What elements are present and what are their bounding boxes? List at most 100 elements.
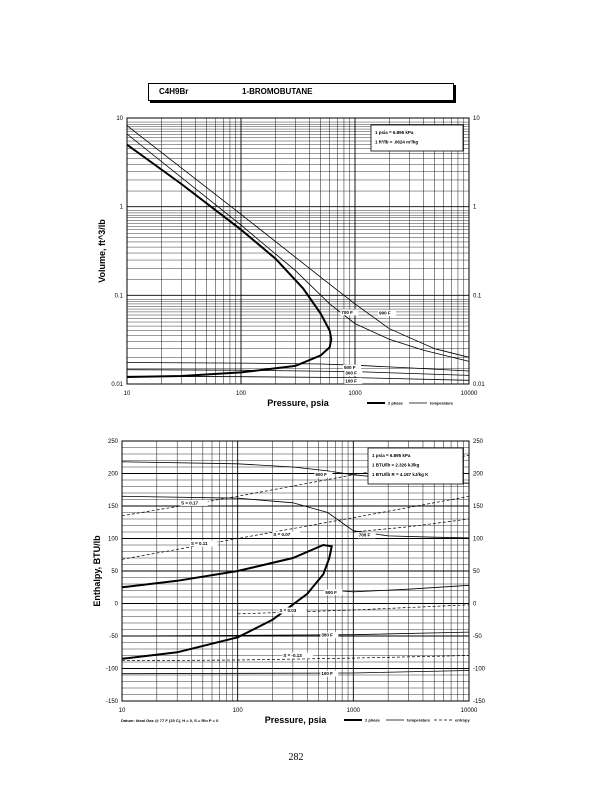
- volume-y-tick-label-right: 0.1: [473, 293, 482, 299]
- enthalpy-x-tick-label: 10000: [461, 708, 478, 714]
- enthalpy-legend-label: entropy: [455, 718, 470, 723]
- enthalpy-series-label: S = -0.13: [283, 653, 302, 658]
- enthalpy-series-label: S = 0.03: [279, 608, 296, 613]
- enthalpy-y-tick-label-left: 150: [108, 504, 119, 510]
- volume-series-label-bg: [344, 377, 363, 384]
- enthalpy-y-tick-label-left: 50: [111, 569, 118, 575]
- compound-formula: C4H9Br: [159, 87, 189, 96]
- volume-series-label: 300 F: [345, 371, 357, 376]
- volume-x-axis-label: Pressure, psia: [267, 398, 330, 408]
- enthalpy-y-tick-label-left: -150: [106, 699, 119, 705]
- volume-units-note: 1 ft³/lb = .0624 m³/kg: [375, 140, 418, 145]
- enthalpy-y-tick-label-right: 50: [473, 569, 480, 575]
- volume-series-100-f: [126, 375, 470, 381]
- enthalpy-series-label-bg: [189, 540, 218, 547]
- volume-units-note-box: [370, 124, 464, 152]
- enthalpy-series-s-0-07: [353, 518, 470, 533]
- enthalpy-y-tick-label-left: 250: [108, 439, 119, 445]
- enthalpy-series-label-bg: [278, 607, 306, 614]
- enthalpy-units-note: 1 psia = 6.895 kPa: [372, 453, 411, 458]
- enthalpy-series-label-bg: [180, 499, 208, 506]
- enthalpy-y-tick-label-right: -150: [473, 699, 486, 705]
- enthalpy-y-tick-label-left: -50: [109, 634, 118, 640]
- volume-series-label: 700 F: [341, 310, 353, 315]
- enthalpy-series-300-f: [121, 631, 470, 637]
- enthalpy-x-tick-label: 1000: [347, 708, 361, 714]
- enthalpy-series-label: 300 F: [321, 633, 333, 638]
- enthalpy-y-tick-label-right: 100: [473, 537, 484, 543]
- enthalpy-series-label-bg: [282, 652, 314, 659]
- volume-y-tick-label-right: 10: [473, 116, 480, 122]
- enthalpy-y-tick-label-right: -100: [473, 667, 486, 673]
- volume-two-phase-curve: [126, 143, 333, 378]
- volume-y-tick-label-right: 1: [473, 205, 477, 211]
- volume-series-label: 900 F: [379, 310, 391, 315]
- enthalpy-series-label-bg: [320, 670, 339, 677]
- enthalpy-series-s-0-17: [121, 454, 470, 517]
- volume-y-tick-label-right: 0.01: [473, 382, 485, 388]
- enthalpy-y-tick-label-left: 100: [108, 537, 119, 543]
- compound-name: 1-BROMOBUTANE: [242, 87, 313, 96]
- title-box: C4H9Br 1-BROMOBUTANE: [148, 83, 454, 101]
- enthalpy-y-tick-label-right: 200: [473, 472, 484, 478]
- volume-x-tick-label: 10: [124, 391, 131, 397]
- enthalpy-plot-frame: [121, 440, 470, 702]
- volume-series-900-f: [126, 125, 470, 358]
- enthalpy-series-label-bg: [357, 532, 376, 539]
- enthalpy-legend-label: temperature: [407, 718, 431, 723]
- volume-series-700-f: [126, 133, 470, 362]
- volume-y-tick-label-left: 0.1: [115, 293, 124, 299]
- volume-series-label-bg: [378, 309, 397, 316]
- enthalpy-units-note: 1 BTU/lb = 2.326 kJ/kg: [372, 463, 420, 468]
- volume-series-label-bg: [340, 309, 359, 316]
- volume-series-label: 500 F: [344, 365, 356, 370]
- enthalpy-y-tick-label-left: 0: [115, 602, 119, 608]
- enthalpy-series-label: 500 F: [325, 590, 337, 595]
- volume-x-tick-label: 10000: [461, 391, 478, 397]
- volume-y-tick-label-left: 0.01: [111, 382, 123, 388]
- volume-chart: [126, 117, 470, 404]
- enthalpy-series-s-0-13: [121, 655, 470, 662]
- volume-legend-label: temperature: [430, 401, 454, 406]
- volume-x-tick-label: 100: [236, 391, 247, 397]
- enthalpy-x-tick-label: 10: [119, 708, 126, 714]
- enthalpy-series-label: 100 F: [321, 671, 333, 676]
- volume-units-note: 1 psia = 6.895 kPa: [375, 130, 414, 135]
- volume-x-tick-label: 1000: [348, 391, 362, 397]
- enthalpy-y-tick-label-left: -100: [106, 667, 119, 673]
- enthalpy-series-label-bg: [320, 632, 339, 639]
- enthalpy-series-label: 700 F: [359, 533, 371, 538]
- volume-series-500-f: [126, 362, 470, 372]
- volume-series-label: 100 F: [345, 378, 357, 383]
- enthalpy-x-axis-label: Pressure, psia: [265, 715, 328, 725]
- enthalpy-units-note-box: [367, 447, 464, 485]
- enthalpy-y-tick-label-right: -50: [473, 634, 482, 640]
- enthalpy-y-tick-label-right: 250: [473, 439, 484, 445]
- page-number: 282: [288, 752, 304, 763]
- enthalpy-y-tick-label-right: 0: [473, 602, 477, 608]
- enthalpy-x-tick-label: 100: [233, 708, 244, 714]
- enthalpy-series-label: S = 0.11: [191, 541, 208, 546]
- volume-series-300-f: [126, 369, 470, 376]
- enthalpy-series-label: 900 F: [315, 472, 327, 477]
- enthalpy-chart: [121, 440, 470, 721]
- enthalpy-series-label: S = 0.07: [273, 532, 290, 537]
- enthalpy-two-phase-curve: [121, 543, 333, 660]
- enthalpy-series-700-f: [121, 495, 470, 539]
- volume-y-axis-label: Volume, ft^3/lb: [97, 219, 107, 283]
- enthalpy-series-500-f: [335, 584, 470, 593]
- volume-plot-frame: [126, 117, 470, 385]
- enthalpy-series-label-bg: [314, 471, 333, 478]
- volume-series-label-bg: [343, 364, 362, 371]
- enthalpy-series-100-f: [121, 670, 470, 675]
- volume-y-tick-label-left: 10: [116, 116, 123, 122]
- enthalpy-series-s-0-11: [121, 495, 470, 560]
- volume-y-tick-label-left: 1: [120, 205, 124, 211]
- enthalpy-datum-footnote: Datum: Ideal Gas @ 77 F (25 C), H = 0, S…: [121, 718, 219, 723]
- enthalpy-y-tick-label-right: 150: [473, 504, 484, 510]
- enthalpy-y-axis-label: Enthalpy, BTU/lb: [92, 535, 102, 607]
- volume-series-label-bg: [344, 370, 363, 377]
- enthalpy-legend-label: 2 phase: [365, 718, 381, 723]
- volume-legend-label: 2 phase: [388, 401, 404, 406]
